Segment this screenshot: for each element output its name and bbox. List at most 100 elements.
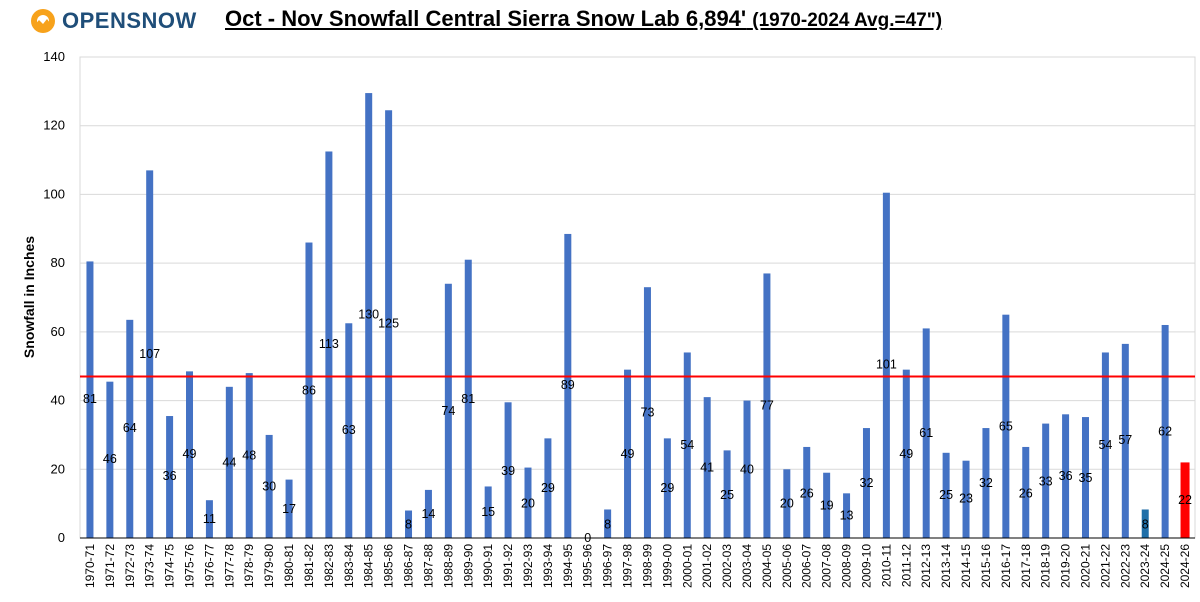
x-tick-label: 1998-99 xyxy=(640,544,654,588)
x-tick-label: 2020-21 xyxy=(1078,544,1092,588)
y-tick-label: 80 xyxy=(51,255,65,270)
data-label: 40 xyxy=(740,462,754,476)
y-axis-tick-labels: 0 20 40 60 80 100 120 140 xyxy=(43,49,65,545)
data-label: 73 xyxy=(641,406,655,420)
x-tick-label: 1993-94 xyxy=(541,544,555,588)
x-tick-label: 1975-76 xyxy=(183,544,197,588)
x-tick-label: 2018-19 xyxy=(1039,544,1053,588)
data-label: 11 xyxy=(203,512,216,526)
data-label: 113 xyxy=(319,337,339,351)
x-tick-label: 1990-91 xyxy=(481,544,495,588)
data-label: 63 xyxy=(342,423,356,437)
data-label: 77 xyxy=(760,399,774,413)
data-label: 49 xyxy=(183,447,197,461)
x-tick-label: 2007-08 xyxy=(820,544,834,588)
data-label: 44 xyxy=(222,455,236,469)
data-label: 15 xyxy=(481,505,495,519)
x-tick-label: 2013-14 xyxy=(939,544,953,588)
x-tick-label: 2004-05 xyxy=(760,544,774,588)
x-tick-label: 1978-79 xyxy=(242,544,256,588)
x-tick-label: 2009-10 xyxy=(859,544,873,588)
data-label: 62 xyxy=(1158,424,1172,438)
y-tick-label: 120 xyxy=(43,118,65,133)
data-label: 61 xyxy=(919,426,933,440)
x-tick-label: 1991-92 xyxy=(501,544,515,588)
x-tick-label: 1994-95 xyxy=(561,544,575,588)
data-label: 33 xyxy=(1039,474,1053,488)
data-label: 25 xyxy=(939,488,953,502)
x-tick-label: 1972-73 xyxy=(123,544,137,588)
data-label: 20 xyxy=(780,497,794,511)
data-label: 74 xyxy=(441,404,455,418)
data-label: 8 xyxy=(1142,517,1149,531)
x-tick-label: 1986-87 xyxy=(402,544,416,588)
data-label: 125 xyxy=(378,316,399,330)
x-tick-label: 2014-15 xyxy=(959,544,973,588)
x-tick-label: 2017-18 xyxy=(1019,544,1033,588)
x-tick-label: 1995-96 xyxy=(581,544,595,588)
x-tick-label: 2001-02 xyxy=(700,544,714,588)
data-label: 49 xyxy=(621,447,635,461)
x-tick-label: 2010-11 xyxy=(879,544,893,587)
data-label: 54 xyxy=(1098,438,1112,452)
data-label: 130 xyxy=(358,308,379,322)
x-tick-label: 2024-25 xyxy=(1158,544,1172,588)
x-tick-label: 2012-13 xyxy=(919,544,933,588)
data-label: 29 xyxy=(660,481,674,495)
y-axis-title: Snowfall in Inches xyxy=(21,236,37,358)
data-label: 81 xyxy=(461,392,475,406)
x-tick-label: 1970-71 xyxy=(83,544,97,588)
y-tick-label: 140 xyxy=(43,49,65,64)
x-tick-label: 2022-23 xyxy=(1118,544,1132,588)
y-tick-label: 0 xyxy=(58,530,65,545)
y-tick-label: 60 xyxy=(51,324,65,339)
data-label: 30 xyxy=(262,479,276,493)
data-label: 86 xyxy=(302,383,316,397)
x-tick-label: 1999-00 xyxy=(660,544,674,588)
x-tick-label: 2008-09 xyxy=(840,544,854,588)
x-tick-label: 1979-80 xyxy=(262,544,276,588)
data-label: 25 xyxy=(720,488,734,502)
x-tick-label: 1973-74 xyxy=(143,544,157,588)
data-label: 81 xyxy=(83,392,97,406)
data-label: 89 xyxy=(561,378,575,392)
x-axis-tick-labels: 1970-71 1971-72 1972-73 1973-74 1974-75 1975-… xyxy=(83,544,1192,588)
x-tick-label: 2024-26 xyxy=(1178,544,1192,588)
data-label: 48 xyxy=(242,449,256,463)
x-tick-label: 2019-20 xyxy=(1059,544,1073,588)
x-tick-label: 1984-85 xyxy=(362,544,376,588)
x-tick-label: 2002-03 xyxy=(720,544,734,588)
x-tick-label: 1982-83 xyxy=(322,544,336,588)
data-label: 32 xyxy=(979,476,993,490)
y-tick-label: 40 xyxy=(51,393,65,408)
data-label: 46 xyxy=(103,452,117,466)
x-tick-label: 1992-93 xyxy=(521,544,535,588)
data-label: 26 xyxy=(1019,486,1033,500)
x-tick-label: 2003-04 xyxy=(740,544,754,588)
data-label: 36 xyxy=(1059,469,1073,483)
data-label: 65 xyxy=(999,419,1013,433)
data-label: 29 xyxy=(541,481,555,495)
x-tick-label: 2000-01 xyxy=(680,544,694,588)
data-label: 41 xyxy=(700,461,714,475)
y-tick-label: 100 xyxy=(43,186,65,201)
x-tick-label: 1985-86 xyxy=(382,544,396,588)
x-tick-label: 1983-84 xyxy=(342,544,356,588)
data-label: 54 xyxy=(680,438,694,452)
data-label: 19 xyxy=(820,498,834,512)
x-tick-label: 1989-90 xyxy=(461,544,475,588)
data-label: 101 xyxy=(876,357,897,371)
data-label: 13 xyxy=(840,509,854,523)
x-tick-label: 2005-06 xyxy=(780,544,794,588)
x-tick-label: 1971-72 xyxy=(103,544,117,588)
data-label: 57 xyxy=(1118,433,1132,447)
x-tick-label: 1976-77 xyxy=(202,544,216,588)
x-tick-label: 1974-75 xyxy=(163,544,177,588)
x-tick-label: 1980-81 xyxy=(282,544,296,588)
data-label: 39 xyxy=(501,464,515,478)
data-label: 14 xyxy=(421,507,435,521)
x-tick-label: 2021-22 xyxy=(1098,544,1112,588)
data-label: 64 xyxy=(123,421,137,435)
x-tick-label: 1987-88 xyxy=(421,544,435,588)
y-tick-label: 20 xyxy=(51,461,65,476)
